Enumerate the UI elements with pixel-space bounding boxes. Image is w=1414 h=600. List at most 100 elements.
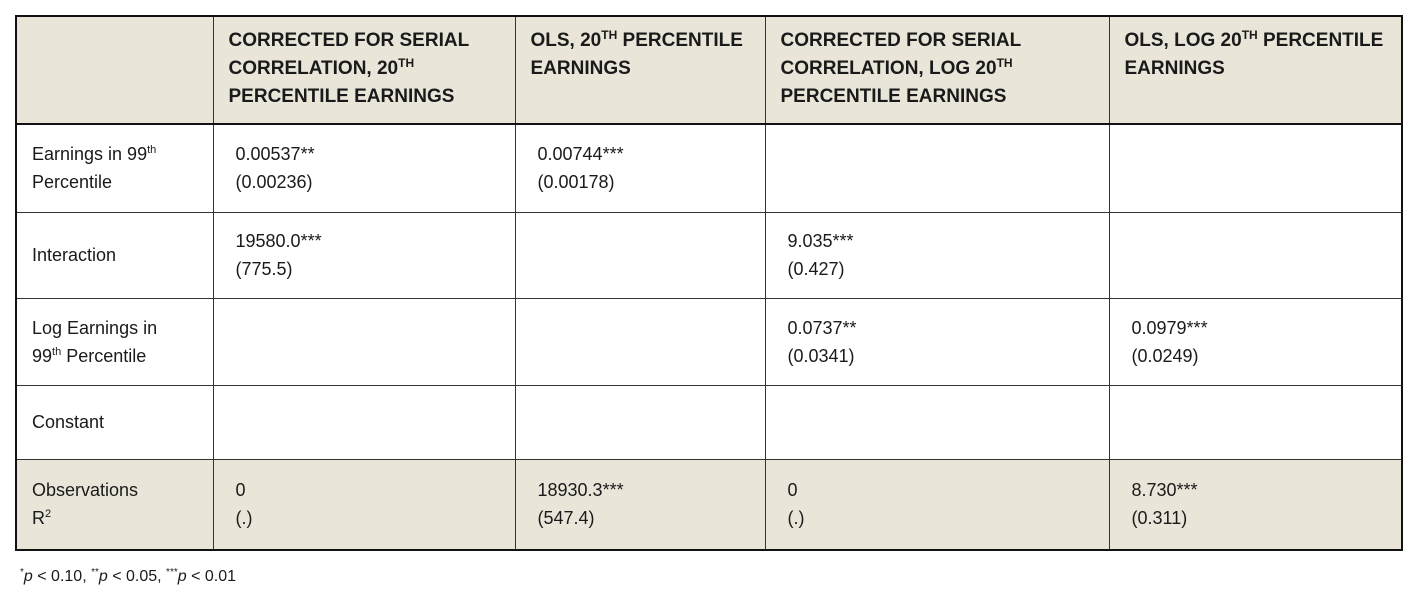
text-run: PERCENTILE xyxy=(617,30,743,51)
text-run: PERCENTILE EARNINGS xyxy=(228,86,455,107)
text-run: < 0.01 xyxy=(186,568,237,585)
table-row: Interaction 19580.0*** (775.5) 9.035*** (0.4… xyxy=(15,211,1403,299)
line: R2 xyxy=(32,504,213,532)
text-run: PERCENTILE EARNINGS xyxy=(780,86,1007,107)
coefficient: 0.0979*** xyxy=(1131,317,1208,338)
coefficient: 18930.3*** xyxy=(537,480,624,501)
coefficient: 0.0737** xyxy=(787,317,857,338)
text-run: Percentile xyxy=(32,172,113,193)
value-cell: 8.730*** (0.311) xyxy=(1108,458,1403,551)
table-row: Constant xyxy=(15,384,1403,460)
value-cell: 9.035*** (0.427) xyxy=(764,211,1110,299)
value-cell: 0 (.) xyxy=(764,458,1110,551)
text-run: CORRELATION, 20 xyxy=(228,58,399,79)
superscript: th xyxy=(52,345,62,358)
text-run: < 0.05, xyxy=(107,568,167,585)
text-run: CORRECTED FOR SERIAL xyxy=(228,30,470,51)
standard-error: (.) xyxy=(787,508,805,529)
text-run: Percentile xyxy=(61,345,147,366)
text-run: EARNINGS xyxy=(530,58,631,79)
line: Constant xyxy=(32,408,213,436)
text-run: p xyxy=(23,568,33,585)
text-run: R xyxy=(32,508,45,529)
text-run: Interaction xyxy=(32,245,117,265)
line: Percentile xyxy=(32,168,213,196)
value-cell xyxy=(212,384,516,460)
row-label: Interaction xyxy=(15,211,214,299)
value-cell: 0.00744*** (0.00178) xyxy=(514,123,766,213)
text-run: CORRECTED FOR SERIAL xyxy=(780,30,1022,51)
superscript: TH xyxy=(1241,28,1258,42)
value-cell xyxy=(764,384,1110,460)
line: Earnings in 99th xyxy=(32,140,213,168)
coefficient: 0 xyxy=(787,480,798,501)
line: OLS, 20TH PERCENTILE xyxy=(531,27,765,55)
value-cell: 0.00537** (0.00236) xyxy=(212,123,516,213)
value-cell xyxy=(1108,123,1403,213)
value-cell: 0.0979*** (0.0249) xyxy=(1108,297,1403,386)
superscript: TH xyxy=(601,28,618,42)
footnote: *p < 0.10, **p < 0.05, ***p < 0.01 xyxy=(20,568,236,586)
coefficient: 0 xyxy=(235,480,246,501)
standard-error: (0.0249) xyxy=(1131,345,1199,366)
row-label: Observations R2 xyxy=(15,458,214,551)
value-cell: 19580.0*** (775.5) xyxy=(212,211,516,299)
coefficient: 0.00744*** xyxy=(537,144,624,165)
standard-error: (0.427) xyxy=(787,259,845,279)
value-cell xyxy=(514,384,766,460)
line: PERCENTILE EARNINGS xyxy=(229,83,515,111)
standard-error: (.) xyxy=(235,508,253,529)
text-run: OLS, LOG 20 xyxy=(1124,30,1242,51)
coefficient: 0.00537** xyxy=(235,144,315,165)
value-cell: 18930.3*** (547.4) xyxy=(514,458,766,551)
value-cell: 0 (.) xyxy=(212,458,516,551)
text-run: Earnings in 99 xyxy=(32,144,148,165)
standard-error: (0.0341) xyxy=(787,345,855,366)
header-cell: CORRECTED FOR SERIAL CORRELATION, 20TH PER… xyxy=(212,15,516,125)
text-run: < 0.10, xyxy=(32,568,92,585)
line: PERCENTILE EARNINGS xyxy=(781,83,1109,111)
table-row: Observations R2 0 (.) 18930.3*** (547.4) 0 (.) 8… xyxy=(15,458,1403,551)
line: Interaction xyxy=(32,241,213,269)
line: EARNINGS xyxy=(531,55,765,83)
header-cell xyxy=(15,15,214,125)
line: CORRECTED FOR SERIAL xyxy=(781,27,1109,55)
standard-error: (0.00178) xyxy=(537,172,615,193)
value-cell xyxy=(212,297,516,386)
standard-error: (547.4) xyxy=(537,508,595,529)
header-cell: OLS, 20TH PERCENTILE EARNINGS xyxy=(514,15,766,125)
superscript: TH xyxy=(398,56,415,70)
line: CORRECTED FOR SERIAL xyxy=(229,27,515,55)
line: 99th Percentile xyxy=(32,342,213,370)
line: Log Earnings in xyxy=(32,314,213,342)
standard-error: (0.00236) xyxy=(235,172,313,193)
text-run: Constant xyxy=(32,412,105,432)
standard-error: (0.311) xyxy=(1131,508,1188,529)
superscript: *** xyxy=(166,567,178,578)
coefficient: 9.035*** xyxy=(787,231,854,251)
line: Observations xyxy=(32,476,213,504)
superscript: th xyxy=(147,144,157,157)
value-cell xyxy=(1108,211,1403,299)
line: CORRELATION, 20TH xyxy=(229,55,515,83)
text-run: EARNINGS xyxy=(1124,58,1225,79)
table-row: Earnings in 99th Percentile 0.00537** (0.00… xyxy=(15,123,1403,213)
text-run: p xyxy=(98,568,108,585)
text-run: CORRELATION, LOG 20 xyxy=(780,58,997,79)
text-run: Log Earnings in xyxy=(32,317,158,338)
coefficient: 8.730*** xyxy=(1131,480,1198,501)
value-cell xyxy=(1108,384,1403,460)
text-run: 99 xyxy=(32,345,53,366)
row-label: Constant xyxy=(15,384,214,460)
row-label: Log Earnings in 99th Percentile xyxy=(15,297,214,386)
regression-table: CORRECTED FOR SERIAL CORRELATION, 20TH PER… xyxy=(15,15,1403,551)
line: EARNINGS xyxy=(1125,55,1402,83)
superscript: TH xyxy=(996,56,1013,70)
table-body: Earnings in 99th Percentile 0.00537** (0.00… xyxy=(15,123,1403,551)
header-cell: OLS, LOG 20TH PERCENTILE EARNINGS xyxy=(1108,15,1403,125)
value-cell: 0.0737** (0.0341) xyxy=(764,297,1110,386)
value-cell xyxy=(514,211,766,299)
superscript: ** xyxy=(91,567,99,578)
text-run: p xyxy=(177,568,187,585)
